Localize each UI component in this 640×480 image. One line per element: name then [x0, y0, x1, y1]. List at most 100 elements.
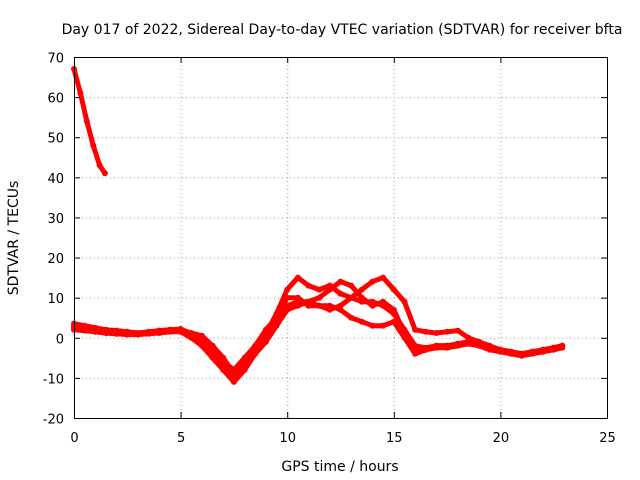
data-point	[252, 350, 259, 357]
data-point	[198, 342, 205, 349]
series-group	[71, 66, 566, 385]
data-point	[188, 334, 195, 341]
data-point	[390, 310, 397, 317]
data-point	[369, 298, 376, 305]
x-tick-label: 25	[599, 431, 616, 446]
data-point	[422, 328, 429, 335]
data-point	[476, 340, 483, 347]
data-point	[284, 294, 291, 301]
y-tick-label: -10	[43, 372, 64, 387]
data-point	[412, 326, 419, 333]
data-point	[83, 118, 90, 125]
data-point	[465, 338, 472, 345]
x-tick-label: 0	[70, 431, 78, 446]
data-point	[401, 326, 408, 333]
data-point	[390, 286, 397, 293]
data-point	[540, 346, 546, 353]
y-tick-label: 0	[56, 332, 64, 347]
data-point	[369, 322, 376, 329]
y-tick-label: 50	[47, 132, 64, 147]
data-point	[145, 330, 152, 337]
data-point	[422, 344, 429, 351]
data-point	[81, 327, 88, 334]
data-point	[401, 298, 408, 305]
data-point	[230, 366, 237, 373]
data-point	[348, 314, 355, 321]
data-point	[508, 348, 515, 355]
data-point	[454, 327, 461, 334]
data-point	[433, 342, 440, 349]
data-point	[230, 378, 237, 385]
data-point	[241, 354, 248, 361]
data-point	[358, 298, 365, 305]
data-point	[529, 348, 536, 355]
data-point	[198, 336, 205, 343]
data-point	[241, 366, 248, 373]
y-tick-label: 60	[47, 92, 64, 107]
data-point	[316, 302, 323, 309]
data-point	[101, 170, 108, 177]
data-point	[220, 358, 227, 365]
axis-ticks: 0 5 10 15 20 25 -20 -10 0 10 20 30 40 50 60 70	[43, 52, 616, 447]
data-point	[113, 330, 120, 337]
data-point	[220, 366, 227, 373]
y-tick-label: -20	[43, 413, 64, 428]
data-point	[96, 162, 103, 169]
series-line-s5	[71, 295, 565, 385]
data-point	[497, 346, 504, 353]
data-point	[348, 282, 355, 289]
data-point	[252, 342, 259, 349]
data-point	[103, 330, 109, 336]
data-point	[444, 328, 451, 335]
data-point	[326, 286, 333, 293]
y-tick-label: 10	[47, 292, 64, 307]
y-tick-label: 30	[47, 212, 64, 227]
data-point	[273, 322, 280, 329]
data-point	[433, 330, 440, 336]
data-point	[92, 328, 99, 335]
y-axis-label: SDTVAR / TECUs	[6, 181, 22, 296]
y-tick-label: 70	[47, 52, 64, 67]
data-point	[262, 326, 269, 333]
x-tick-label: 20	[493, 431, 510, 446]
x-tick-label: 15	[386, 431, 403, 446]
data-point	[316, 294, 323, 301]
grid	[74, 57, 607, 418]
x-tick-label: 5	[177, 431, 185, 446]
data-point	[454, 340, 461, 347]
y-tick-label: 20	[47, 252, 64, 267]
data-point	[326, 306, 333, 313]
data-point	[380, 302, 387, 309]
data-point	[124, 331, 131, 338]
data-point	[369, 278, 376, 285]
data-point	[316, 286, 323, 293]
data-point	[348, 294, 355, 301]
x-tick-label: 10	[279, 431, 296, 446]
x-axis-label: GPS time / hours	[281, 459, 398, 475]
data-point	[444, 342, 451, 349]
data-point	[412, 350, 419, 357]
data-point	[337, 278, 344, 285]
data-point	[209, 346, 216, 353]
data-point	[412, 342, 419, 349]
data-point	[284, 306, 291, 313]
data-point	[518, 350, 525, 357]
data-point	[358, 318, 365, 325]
chart-title: Day 017 of 2022, Sidereal Day-to-day VTE…	[62, 22, 623, 38]
data-point	[380, 322, 387, 329]
data-point	[209, 354, 216, 361]
data-point	[294, 274, 301, 281]
data-point	[305, 298, 312, 305]
data-point	[337, 302, 344, 309]
data-point	[294, 294, 301, 301]
data-point	[166, 328, 173, 335]
data-point	[380, 274, 387, 281]
data-point	[284, 286, 291, 293]
data-point	[337, 290, 344, 297]
data-point	[550, 344, 557, 351]
data-point	[135, 331, 141, 338]
data-point	[77, 90, 84, 97]
data-point	[305, 282, 312, 289]
y-tick-label: 40	[47, 172, 64, 187]
